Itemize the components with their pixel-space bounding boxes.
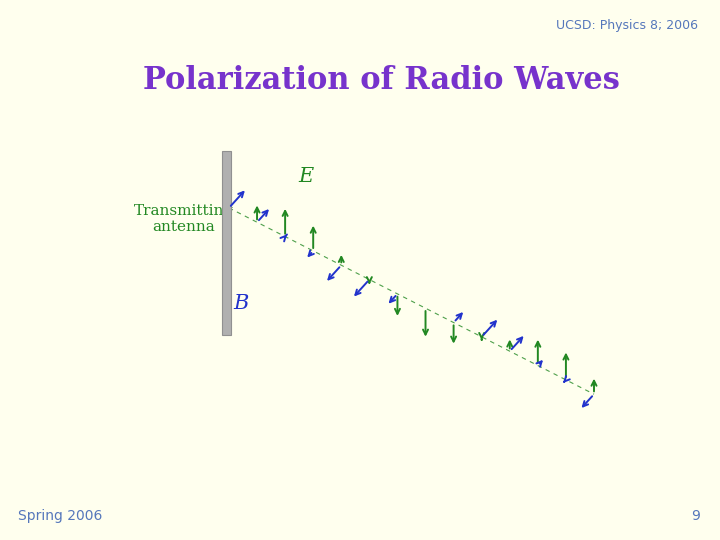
Text: Polarization of Radio Waves: Polarization of Radio Waves [143, 65, 620, 96]
Text: 9: 9 [691, 509, 700, 523]
Text: B: B [233, 294, 248, 313]
Text: UCSD: Physics 8; 2006: UCSD: Physics 8; 2006 [557, 19, 698, 32]
Bar [222, 151, 231, 335]
Text: E: E [299, 167, 314, 186]
Text: Spring 2006: Spring 2006 [18, 509, 102, 523]
Text: Transmitting
antenna: Transmitting antenna [133, 204, 234, 234]
